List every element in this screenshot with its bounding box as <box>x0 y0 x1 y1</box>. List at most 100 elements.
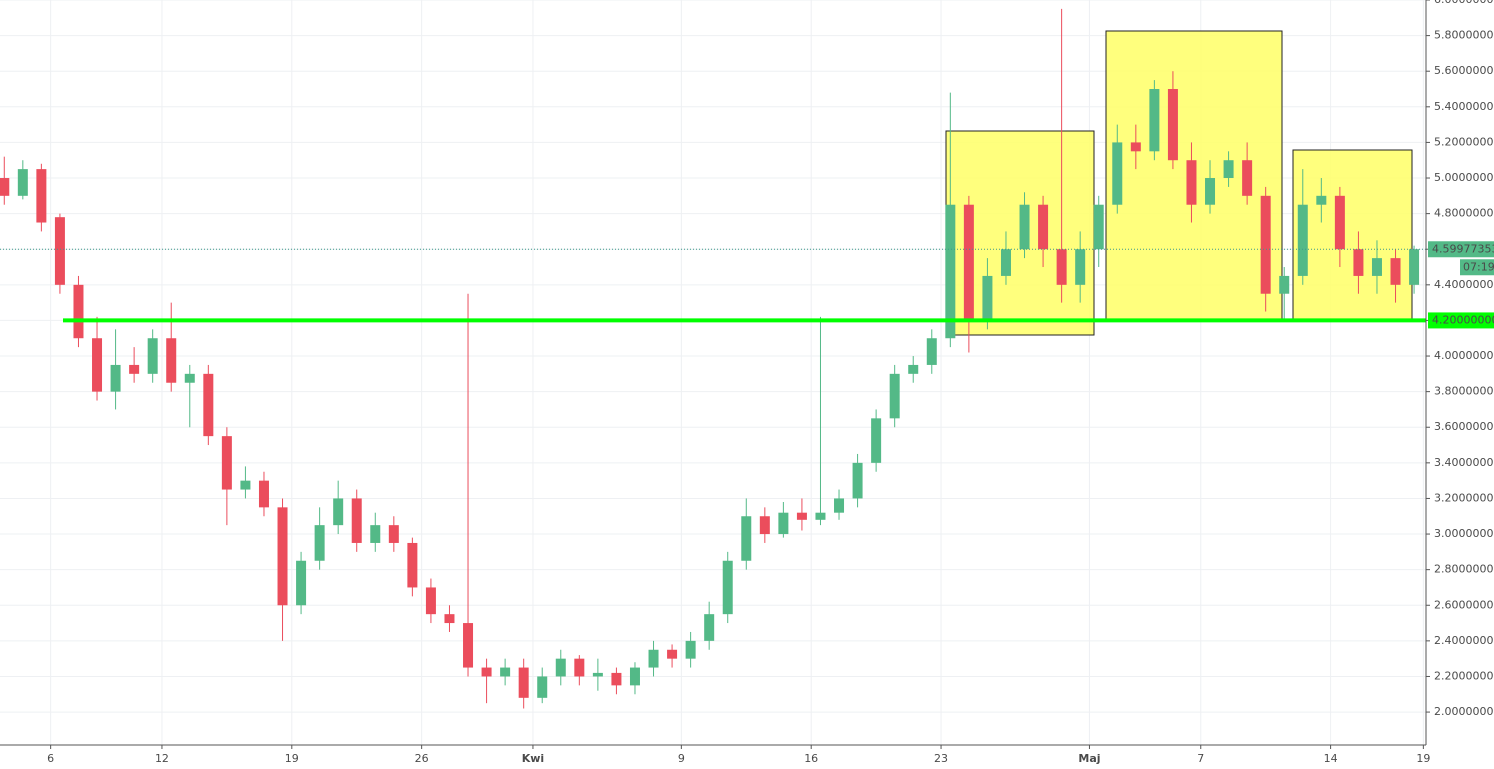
candle-body <box>463 623 474 668</box>
candle-body <box>407 542 418 588</box>
candle-body <box>629 667 640 686</box>
candle-body <box>1186 160 1197 205</box>
x-tick-label: 6 <box>47 752 54 765</box>
candle-body <box>17 169 28 196</box>
candle-body <box>425 587 436 615</box>
candle-body <box>388 525 399 543</box>
candle-body <box>1112 142 1123 205</box>
candle-body <box>722 560 733 615</box>
y-tick-label: 4.00000000 <box>1434 349 1494 362</box>
y-tick-label: 3.20000000 <box>1434 491 1494 504</box>
candle-body <box>908 364 919 374</box>
candle-body <box>1353 249 1364 276</box>
candle-body <box>110 364 121 392</box>
candle-body <box>1075 249 1086 285</box>
candle-body <box>1000 249 1011 276</box>
last-price-bg <box>1428 241 1494 258</box>
candle-body <box>54 217 65 285</box>
candle-body <box>852 462 863 499</box>
candle-body <box>685 640 696 659</box>
candle-body <box>1390 258 1401 285</box>
countdown-bg <box>1460 259 1494 276</box>
candle-body <box>1167 89 1178 161</box>
candle-body <box>574 658 585 677</box>
candle-body <box>1056 249 1067 285</box>
y-tick-label: 5.20000000 <box>1434 135 1494 148</box>
candle-body <box>277 507 288 606</box>
candle-body <box>1093 204 1104 250</box>
candle-body <box>1279 275 1290 294</box>
candle-body <box>92 338 103 392</box>
x-tick-label: 9 <box>678 752 685 765</box>
candle-body <box>36 169 47 223</box>
candle-body <box>815 512 826 520</box>
y-tick-label: 3.80000000 <box>1434 385 1494 398</box>
x-tick-label: 14 <box>1324 752 1338 765</box>
candle-body <box>370 525 381 543</box>
candle-body <box>500 667 511 677</box>
candle-body <box>834 498 845 513</box>
candle-body <box>1223 160 1234 179</box>
y-tick-label: 5.80000000 <box>1434 29 1494 42</box>
candle-body <box>314 525 325 561</box>
candle-body <box>759 516 770 535</box>
y-tick-label: 2.60000000 <box>1434 598 1494 611</box>
candle-body <box>945 204 956 339</box>
last-price-label: 4.59977353 <box>1432 242 1494 255</box>
candle-body <box>0 178 10 196</box>
candle-body <box>1242 160 1253 196</box>
x-tick-label: Maj <box>1078 752 1100 765</box>
candle-body <box>741 516 752 561</box>
candle-body <box>73 284 84 339</box>
y-tick-label: 2.20000000 <box>1434 669 1494 682</box>
candle-body <box>796 512 807 520</box>
candle-body <box>296 560 307 606</box>
candle-body <box>926 338 937 365</box>
candle-body <box>518 667 529 698</box>
candle-body <box>648 649 659 668</box>
y-tick-label: 4.40000000 <box>1434 278 1494 291</box>
x-tick-label: Kwi <box>522 752 544 765</box>
y-tick-label: 6.00000000 <box>1434 0 1494 6</box>
candle-body <box>258 480 269 508</box>
candle-body <box>1038 204 1049 250</box>
candle-body <box>1149 89 1160 152</box>
candle-body <box>871 418 882 463</box>
candle-body <box>963 204 974 321</box>
highlight-box <box>1292 149 1413 322</box>
countdown-label: 07:19 <box>1463 260 1494 273</box>
candle-body <box>240 480 251 490</box>
candle-body <box>184 373 195 383</box>
x-tick-label: 19 <box>1416 752 1430 765</box>
y-tick-label: 4.80000000 <box>1434 207 1494 220</box>
x-tick-label: 19 <box>285 752 299 765</box>
candle-body <box>555 658 566 677</box>
candle-body <box>982 275 993 321</box>
candle-body <box>1297 204 1308 276</box>
level-label: 4.20000000 <box>1432 313 1494 326</box>
candle-body <box>592 672 603 677</box>
candle-body <box>537 676 548 698</box>
candle-body <box>1334 195 1345 250</box>
candle-body <box>778 512 789 535</box>
candle-body <box>1409 249 1420 285</box>
candle-body <box>1260 195 1271 294</box>
x-tick-label: 7 <box>1197 752 1204 765</box>
candle-body <box>1019 204 1030 250</box>
candle-body <box>481 667 492 677</box>
candle-body <box>1316 195 1327 205</box>
candle-body <box>889 373 900 419</box>
candle-body <box>351 498 362 543</box>
candle-body <box>704 614 715 641</box>
x-tick-label: 16 <box>804 752 818 765</box>
candle-body <box>129 364 140 374</box>
candle-body <box>147 338 158 374</box>
y-tick-label: 5.60000000 <box>1434 64 1494 77</box>
y-tick-label: 5.40000000 <box>1434 100 1494 113</box>
level-label-bg <box>1428 312 1494 329</box>
candle-body <box>667 649 678 659</box>
y-tick-label: 5.00000000 <box>1434 171 1494 184</box>
y-tick-label: 2.00000000 <box>1434 705 1494 718</box>
